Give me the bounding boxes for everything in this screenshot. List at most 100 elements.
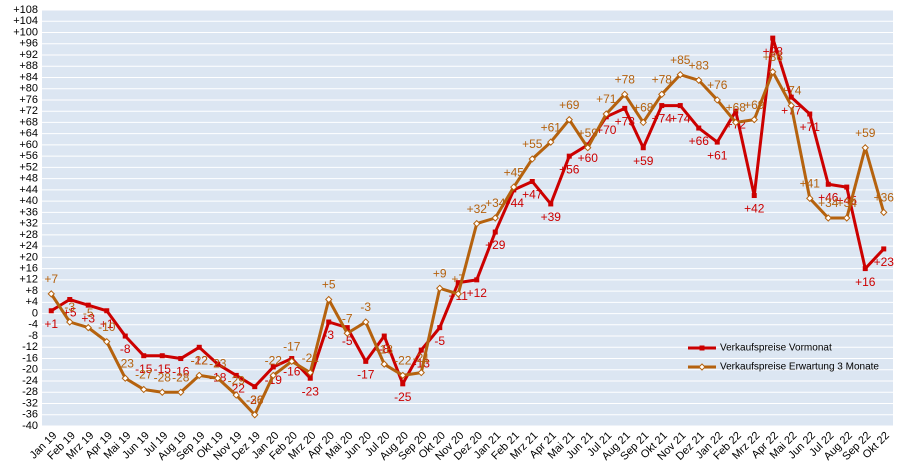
point [344, 325, 350, 331]
value-label: -10 [98, 320, 116, 334]
point [325, 295, 333, 304]
value-label: +5 [322, 278, 336, 292]
y-tick-label: +12 [19, 274, 38, 286]
value-label: +71 [596, 92, 617, 106]
y-tick-label: +96 [19, 38, 38, 50]
value-label: -15 [154, 362, 172, 376]
point [288, 357, 296, 366]
y-tick-label: -12 [22, 341, 38, 353]
point [158, 388, 166, 396]
value-label: +42 [744, 202, 765, 216]
point [788, 94, 794, 100]
y-tick-label: 0 [32, 307, 38, 319]
y-tick-label: +72 [19, 105, 38, 117]
point [492, 229, 498, 235]
y-tick-label: -36 [22, 409, 38, 421]
y-tick-label: +80 [19, 83, 38, 95]
point [399, 371, 407, 380]
value-label: -36 [246, 393, 264, 407]
value-label: -29 [228, 373, 246, 387]
point [436, 284, 444, 292]
legend-label: Verkaufspreise Erwartung 3 Monate [720, 362, 879, 373]
value-label: +78 [652, 72, 673, 86]
value-label: +47 [522, 188, 543, 202]
point [362, 318, 370, 326]
value-label: +74 [652, 112, 673, 126]
y-tick-label: +4 [25, 296, 38, 308]
point [159, 353, 165, 359]
value-label: +1 [100, 317, 114, 331]
point [732, 118, 740, 127]
value-label: -17 [283, 340, 301, 354]
point [548, 201, 554, 207]
point [177, 388, 185, 396]
value-label: +29 [485, 238, 506, 252]
point [418, 347, 424, 353]
point [843, 214, 851, 222]
point [454, 290, 462, 298]
value-label: -28 [172, 370, 190, 384]
y-tick-label: +20 [19, 251, 38, 263]
point [491, 214, 499, 222]
value-label: +32 [467, 202, 488, 216]
y-tick-label: +24 [19, 240, 38, 252]
point [84, 323, 92, 332]
y-tick-label: -40 [22, 420, 38, 432]
y-tick-label: +84 [19, 71, 38, 83]
point [381, 333, 387, 339]
y-tick-label: +16 [19, 263, 38, 275]
value-label: -12 [191, 353, 209, 367]
point [769, 68, 777, 76]
y-tick-label: -8 [28, 330, 38, 342]
y-tick-label: +68 [19, 116, 38, 128]
y-tick-label: +40 [19, 195, 38, 207]
value-label: -18 [376, 342, 394, 356]
point [437, 325, 443, 331]
point [85, 302, 91, 308]
value-label: +70 [596, 123, 617, 137]
point [639, 118, 647, 127]
value-label: -23 [302, 384, 320, 398]
value-label: +59 [578, 126, 599, 140]
value-label: +23 [874, 255, 895, 269]
value-label: +73 [615, 115, 636, 129]
value-label: +71 [800, 120, 821, 134]
value-label: -21 [302, 351, 320, 365]
point [363, 358, 369, 364]
point [178, 356, 184, 362]
value-label: -28 [154, 370, 172, 384]
point [326, 319, 332, 325]
value-label: +66 [689, 134, 710, 148]
point [510, 183, 518, 191]
y-tick-label: -28 [22, 386, 38, 398]
value-label: -13 [413, 356, 431, 370]
value-label: +74 [781, 84, 802, 98]
value-label: -17 [357, 368, 375, 382]
value-label: +74 [670, 112, 691, 126]
value-label: +68 [726, 101, 747, 115]
value-label: +36 [874, 191, 895, 205]
point [676, 70, 684, 79]
value-label: +56 [559, 162, 580, 176]
value-label: -7 [342, 311, 353, 325]
y-tick-label: +100 [13, 26, 38, 38]
point [880, 208, 888, 217]
point [696, 125, 702, 131]
point [824, 214, 832, 222]
point [566, 153, 572, 159]
point [751, 193, 757, 199]
value-label: +69 [744, 98, 765, 112]
legend-label: Verkaufspreise Vormonat [720, 343, 832, 354]
point [343, 329, 351, 337]
point [565, 115, 573, 124]
point [195, 371, 203, 380]
point [602, 110, 610, 118]
y-tick-label: +108 [13, 4, 38, 16]
point [474, 277, 480, 283]
point [417, 368, 425, 377]
value-label: +34 [485, 196, 506, 210]
point [881, 246, 887, 252]
point [214, 374, 222, 382]
point [861, 144, 869, 152]
value-label: +61 [707, 148, 728, 162]
